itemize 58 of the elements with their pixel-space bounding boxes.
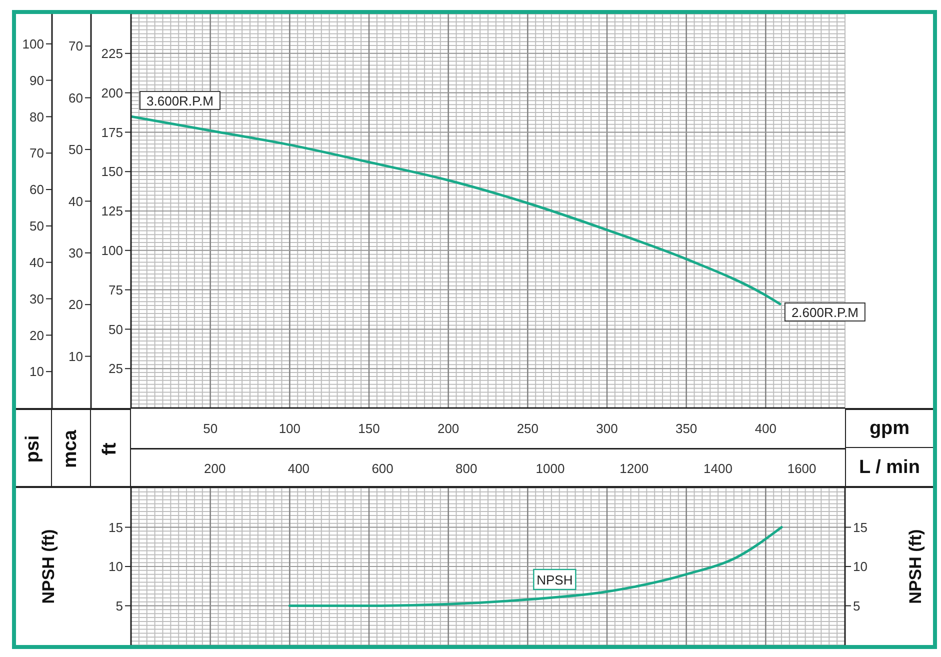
y3-tick-label: 30 [68,245,83,260]
y2-tick-label: 70 [30,146,44,161]
y3-tick-label: 60 [68,90,83,106]
y-tick-label: 100 [101,243,123,258]
x2-tick-label: 400 [288,461,310,476]
y2-tick-label: 5 [853,598,860,614]
y2-tick-label: 60 [30,182,44,198]
x2-axis-title: L / min [859,457,920,479]
y-tick-label: 125 [101,204,123,219]
y2-axis-title: psi [22,435,44,463]
x-tick-label: 400 [754,421,777,436]
y2-tick-label: 90 [30,72,44,88]
series-label: NPSH [536,572,573,588]
y-tick-label: 10 [108,559,123,574]
x-tick-label: 350 [675,421,698,436]
x-tick-label: 100 [278,421,301,436]
y-tick-label: 200 [101,85,123,100]
y-tick-label: 50 [108,322,123,337]
y3-axis-title: mca [60,430,82,468]
y3-tick-label: 40 [68,194,83,209]
x2-tick-label: 200 [204,461,226,476]
y-tick-label: 5 [116,598,123,614]
y2-tick-label: 50 [30,218,44,234]
y2-tick-label: 10 [853,559,868,574]
y-axis-title: ft [100,442,122,456]
y2-tick-label: 15 [853,520,868,535]
y3-tick-label: 10 [68,348,83,364]
y2-axis-title: NPSH (ft) [906,529,926,604]
annotation: 3.600R.P.M [146,93,214,108]
x2-tick-label: 1400 [704,461,732,476]
y-tick-label: 75 [108,282,123,298]
y-tick-label: 225 [101,46,123,62]
x2-tick-label: 800 [456,461,478,476]
x2-tick-label: 1200 [620,461,649,476]
y2-tick-label: 80 [30,109,44,124]
x-tick-label: 50 [203,421,218,436]
annotation: 2.600R.P.M [791,304,858,320]
y3-tick-label: 70 [68,38,83,54]
x-tick-label: 300 [596,421,618,436]
y-tick-label: 175 [101,124,123,140]
y3-tick-label: 50 [68,142,83,158]
y-tick-label: 25 [108,361,123,376]
x-tick-label: 200 [437,421,460,436]
y2-tick-label: 100 [22,36,44,52]
x-tick-label: 250 [516,421,539,436]
y2-tick-label: 10 [30,364,44,380]
y-tick-label: 15 [108,520,123,535]
x2-tick-label: 1600 [787,461,816,476]
x2-tick-label: 1000 [536,461,565,476]
y-axis-title: NPSH (ft) [39,529,58,604]
y2-tick-label: 30 [30,291,44,306]
x-axis-title: gpm [869,418,910,440]
y3-tick-label: 20 [68,297,83,312]
y2-tick-label: 40 [30,254,44,270]
x-tick-label: 150 [358,421,380,436]
x2-tick-label: 600 [372,461,394,476]
y-tick-label: 150 [101,164,123,180]
y2-tick-label: 20 [30,328,44,343]
